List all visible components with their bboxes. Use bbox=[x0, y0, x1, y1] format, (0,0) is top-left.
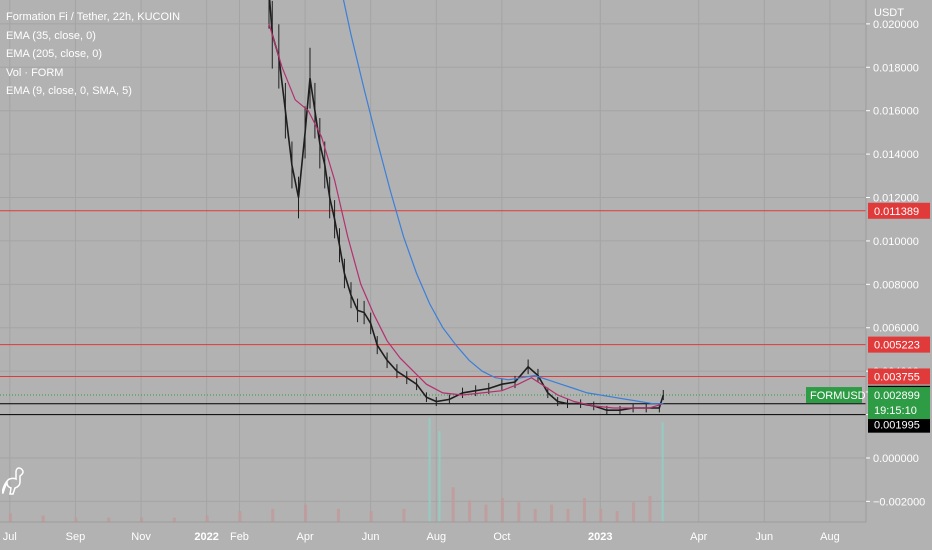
time-axis-label: Sep bbox=[66, 531, 86, 543]
volume-bar bbox=[140, 517, 144, 522]
time-axis-label: Oct bbox=[493, 531, 510, 543]
volume-bar bbox=[438, 430, 441, 522]
legend-indicator-ema9[interactable]: EMA (9, close, 0, SMA, 5) bbox=[6, 85, 132, 97]
volume-bar bbox=[41, 515, 45, 522]
current-price-label: 0.002899 bbox=[874, 390, 920, 402]
volume-bar bbox=[566, 508, 570, 522]
volume-bar bbox=[271, 508, 275, 522]
volume-bar bbox=[451, 487, 455, 522]
time-axis-label: 2023 bbox=[588, 531, 612, 543]
legend-title[interactable]: Formation Fi / Tether, 22h, KUCOIN bbox=[6, 11, 181, 23]
volume-bar bbox=[8, 513, 12, 522]
volume-bar bbox=[500, 498, 504, 522]
time-axis-label: Jun bbox=[755, 531, 773, 543]
time-axis-label: Apr bbox=[297, 531, 314, 543]
volume-bar bbox=[648, 495, 652, 522]
volume-bar bbox=[238, 511, 242, 522]
ema35-line bbox=[268, 23, 664, 409]
volume-bar bbox=[582, 498, 586, 522]
price-axis-label: 0.020000 bbox=[873, 19, 919, 31]
volume-bar bbox=[402, 508, 406, 522]
legend-indicator-volume[interactable]: Vol · FORM bbox=[6, 66, 64, 79]
time-axis-label: 2022 bbox=[194, 531, 218, 543]
price-axis-label: 0.008000 bbox=[873, 279, 919, 291]
volume-bar bbox=[550, 504, 554, 522]
level-tag-label: 0.005223 bbox=[874, 340, 920, 352]
price-axis-label: 0.014000 bbox=[873, 149, 919, 161]
time-axis-label: Aug bbox=[426, 531, 446, 543]
price-axis-label: 0.006000 bbox=[873, 323, 919, 335]
price-axis-label: 0.010000 bbox=[873, 236, 919, 248]
time-axis-label: Jul bbox=[3, 531, 17, 543]
time-axis-label: Jun bbox=[362, 531, 380, 543]
symbol-tag bbox=[806, 387, 862, 404]
level-tag bbox=[868, 368, 930, 385]
volume-bar bbox=[428, 417, 431, 522]
time-axis-label: Nov bbox=[131, 531, 151, 543]
volume-bar bbox=[205, 515, 209, 522]
level-tag bbox=[868, 336, 930, 353]
price-axis-label: 0.012000 bbox=[873, 193, 919, 205]
volume-bar bbox=[615, 511, 619, 522]
time-axis-label: Apr bbox=[690, 531, 707, 543]
level-tag bbox=[868, 202, 930, 219]
volume-bar bbox=[74, 517, 78, 522]
volume-bar bbox=[484, 504, 488, 522]
current-price-tag bbox=[868, 387, 930, 420]
volume-bar bbox=[304, 504, 308, 522]
price-axis-unit: USDT bbox=[874, 7, 904, 19]
volume-bar bbox=[632, 502, 636, 522]
chart-legend: Formation Fi / Tether, 22h, KUCOIN EMA (… bbox=[6, 8, 180, 101]
time-axis-label: Aug bbox=[820, 531, 840, 543]
price-axis-label: 0.000000 bbox=[873, 453, 919, 465]
volume-bar bbox=[533, 508, 537, 522]
level-tag bbox=[868, 416, 930, 433]
volume-bar bbox=[107, 517, 111, 522]
ema205-line bbox=[342, 0, 664, 405]
legend-indicator-ema205[interactable]: EMA (205, close, 0) bbox=[6, 48, 102, 60]
volume-bar bbox=[172, 517, 176, 522]
symbol-tag-label: FORMUSDT bbox=[810, 390, 873, 402]
countdown-label: 19:15:10 bbox=[874, 405, 917, 417]
level-tag-label: 0.011389 bbox=[874, 206, 919, 218]
price-axis-label: 0.018000 bbox=[873, 62, 919, 74]
level-tag-label: 0.003755 bbox=[874, 371, 920, 383]
volume-bar bbox=[468, 500, 472, 522]
volume-bar bbox=[661, 422, 664, 522]
level-tag-label: 0.001995 bbox=[874, 420, 920, 432]
tradingview-dino-icon bbox=[2, 467, 24, 495]
price-axis-label: −0.002000 bbox=[873, 496, 925, 508]
time-axis-label: Feb bbox=[230, 531, 249, 543]
volume-bar bbox=[517, 502, 521, 522]
volume-bar bbox=[599, 508, 603, 522]
price-axis-panel bbox=[866, 0, 932, 550]
legend-indicator-ema35[interactable]: EMA (35, close, 0) bbox=[6, 29, 96, 42]
volume-bar bbox=[336, 508, 340, 522]
volume-bar bbox=[369, 511, 373, 522]
price-axis-label: 0.016000 bbox=[873, 106, 919, 118]
